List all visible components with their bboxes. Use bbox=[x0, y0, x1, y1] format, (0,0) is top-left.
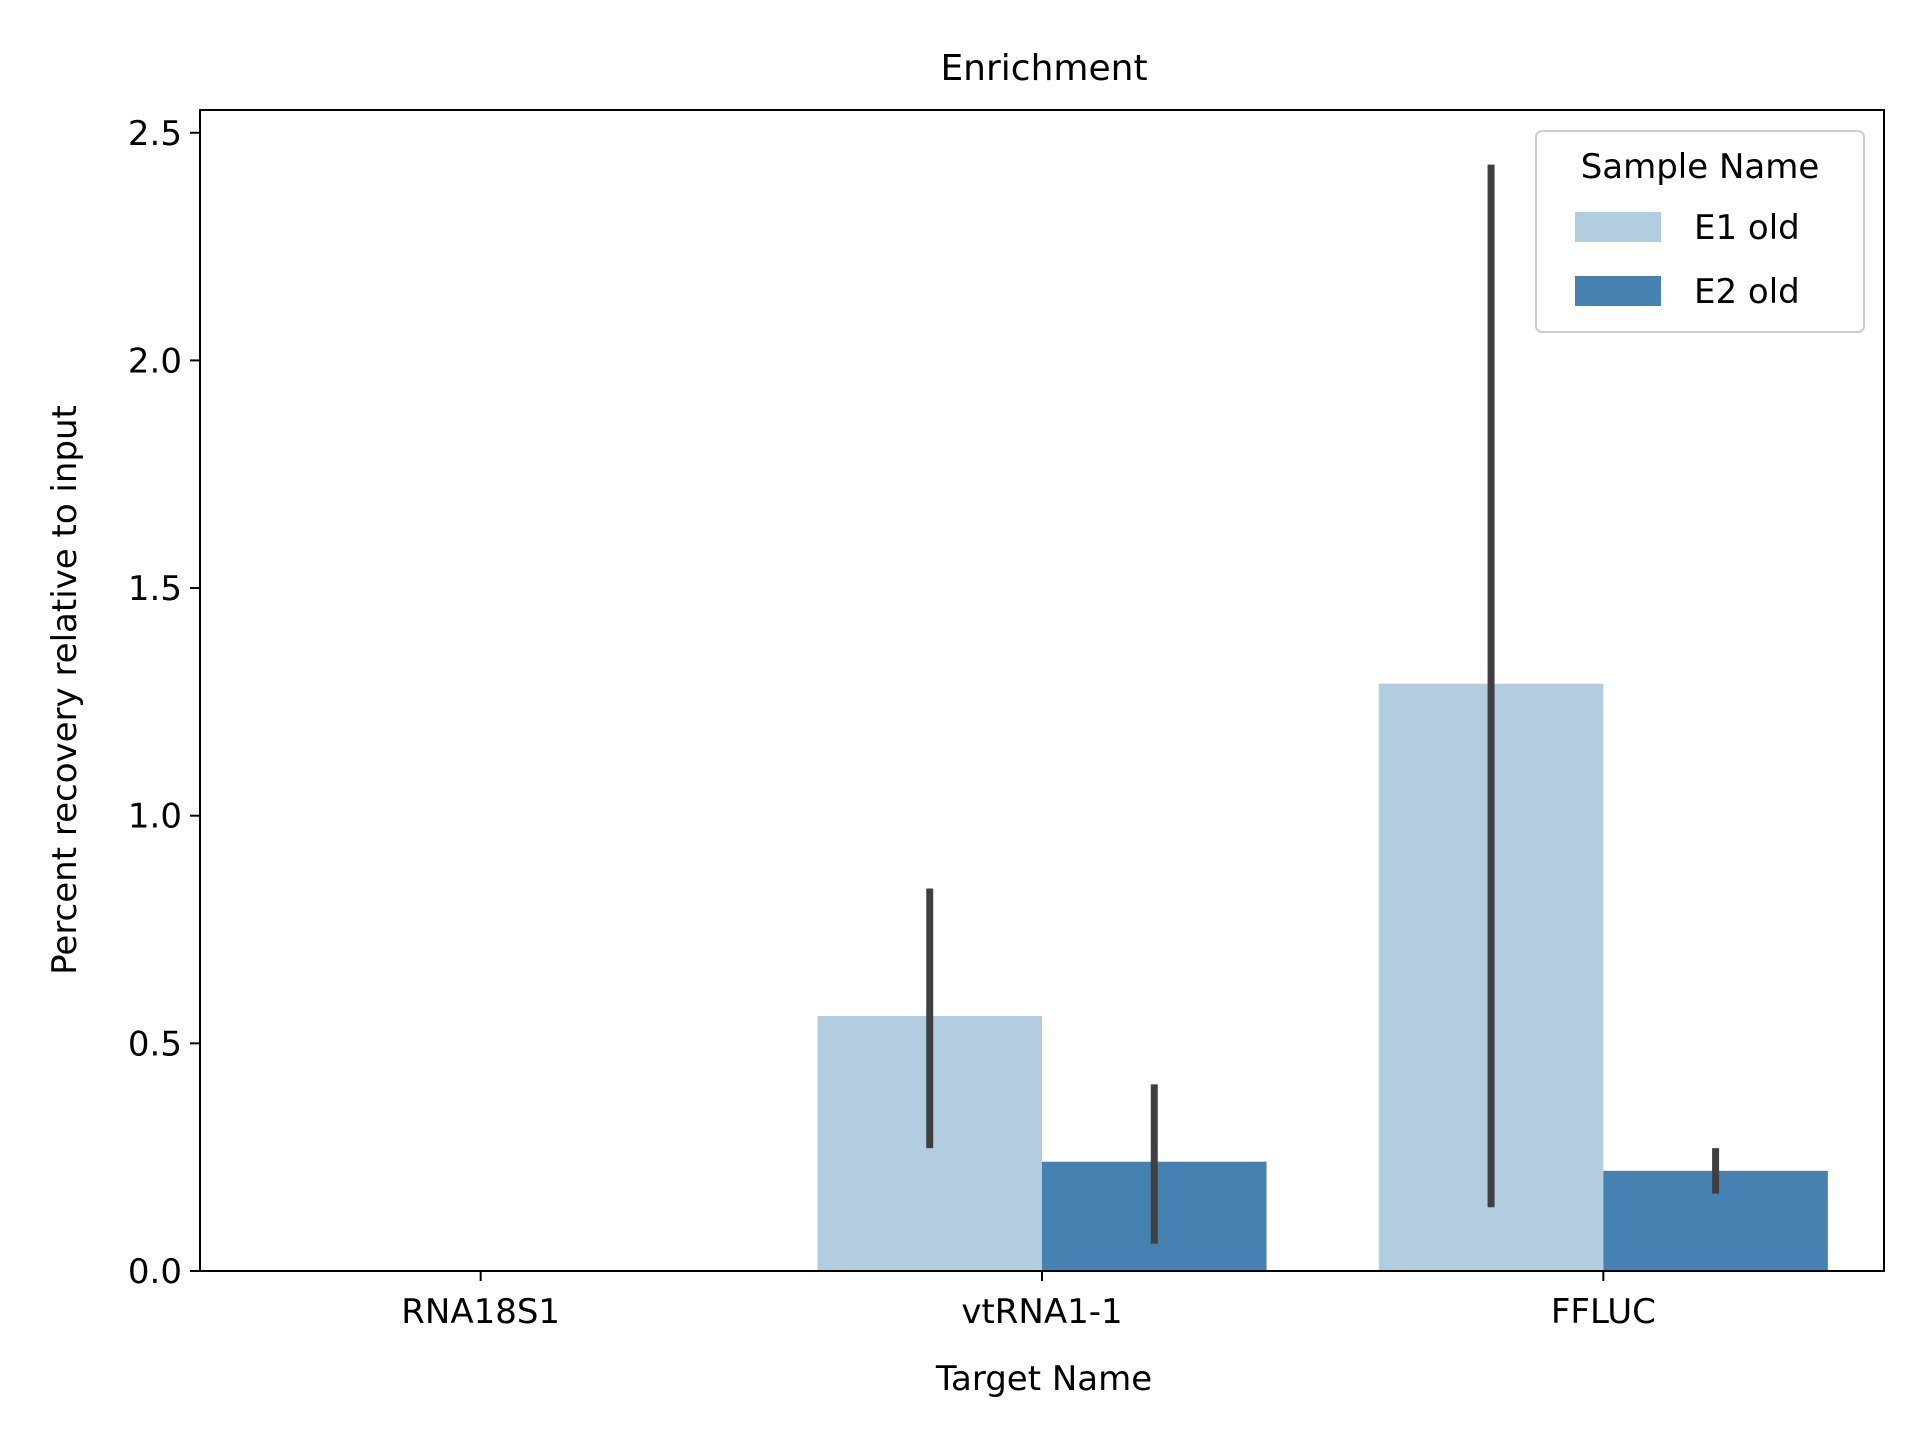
y-tick-label: 1.0 bbox=[128, 797, 182, 837]
y-tick-label: 1.5 bbox=[128, 569, 182, 609]
legend-label: E2 old bbox=[1694, 272, 1800, 312]
y-tick-label: 0.0 bbox=[128, 1252, 182, 1292]
legend-swatch bbox=[1575, 212, 1661, 242]
x-tick-label: FFLUC bbox=[1551, 1292, 1656, 1332]
x-axis-label: Target Name bbox=[935, 1359, 1152, 1399]
y-axis-label: Percent recovery relative to input bbox=[45, 405, 85, 975]
legend-swatch bbox=[1575, 276, 1661, 306]
y-tick-label: 2.5 bbox=[128, 114, 182, 154]
error-bars-layer bbox=[926, 164, 1720, 1244]
legend-label: E1 old bbox=[1694, 208, 1800, 248]
legend: Sample Name E1 old E2 old bbox=[1535, 130, 1865, 333]
y-tick-label: 2.0 bbox=[128, 341, 182, 381]
legend-title: Sample Name bbox=[1581, 147, 1820, 187]
y-tick-label: 0.5 bbox=[128, 1024, 182, 1064]
x-tick-label: vtRNA1-1 bbox=[961, 1292, 1122, 1332]
chart-title: Enrichment bbox=[940, 48, 1147, 89]
x-axis: RNA18S1 vtRNA1-1 FFLUC bbox=[401, 1271, 1656, 1332]
legend-items: E1 old E2 old bbox=[1575, 208, 1800, 312]
y-axis: 0.0 0.5 1.0 1.5 2.0 2.5 bbox=[128, 114, 200, 1292]
x-tick-label: RNA18S1 bbox=[401, 1292, 560, 1332]
